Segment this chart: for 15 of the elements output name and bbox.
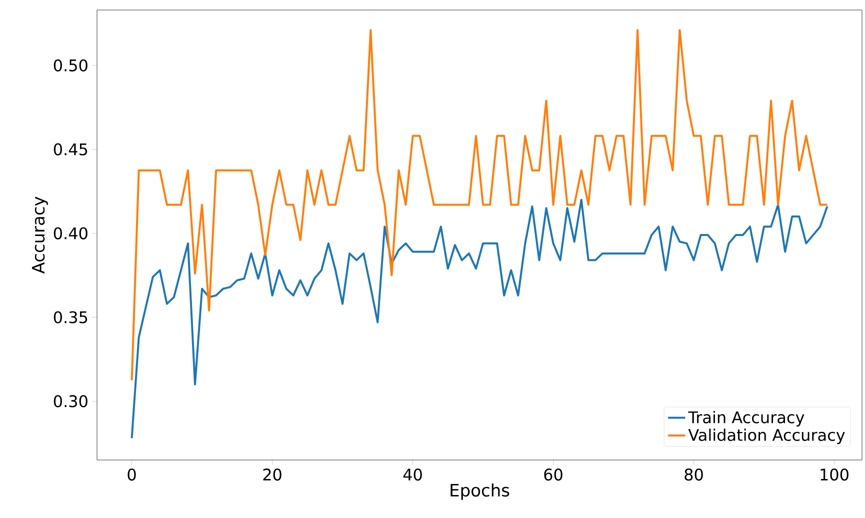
y-tick-label: 0.35 (54, 311, 88, 324)
y-tick-label: 0.40 (54, 227, 88, 240)
x-tick-label: 40 (403, 468, 422, 481)
legend-label: Validation Accuracy (688, 428, 845, 444)
y-axis-title: Accuracy (32, 196, 48, 274)
x-tick-label: 20 (263, 468, 282, 481)
y-tick-label: 0.30 (54, 395, 88, 408)
x-tick-label: 0 (128, 468, 136, 481)
x-tick-label: 60 (544, 468, 562, 481)
x-tick-label: 100 (820, 468, 848, 481)
x-axis-title: Epochs (450, 483, 510, 500)
y-tick-label: 0.45 (54, 143, 88, 156)
y-tick-label: 0.50 (54, 59, 88, 72)
legend-label: Train Accuracy (688, 410, 804, 426)
x-tick-label: 80 (684, 468, 703, 481)
